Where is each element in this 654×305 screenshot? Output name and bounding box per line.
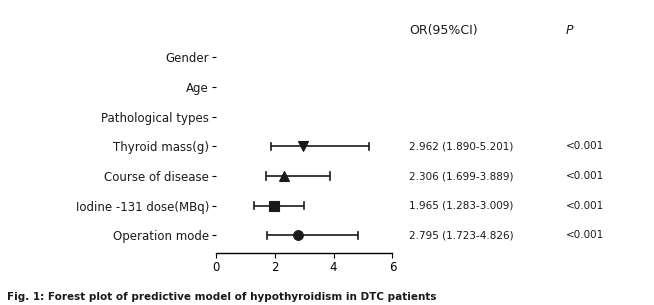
Text: P: P: [566, 23, 573, 37]
Text: <0.001: <0.001: [566, 142, 604, 151]
Text: <0.001: <0.001: [566, 201, 604, 211]
Text: 2.795 (1.723-4.826): 2.795 (1.723-4.826): [409, 230, 513, 240]
Text: OR(95%CI): OR(95%CI): [409, 23, 477, 37]
Text: Fig. 1: Forest plot of predictive model of hypothyroidism in DTC patients: Fig. 1: Forest plot of predictive model …: [7, 292, 436, 302]
Text: <0.001: <0.001: [566, 230, 604, 240]
Text: 1.965 (1.283-3.009): 1.965 (1.283-3.009): [409, 201, 513, 211]
Text: <0.001: <0.001: [566, 171, 604, 181]
Text: 2.962 (1.890-5.201): 2.962 (1.890-5.201): [409, 142, 513, 151]
Text: 2.306 (1.699-3.889): 2.306 (1.699-3.889): [409, 171, 513, 181]
